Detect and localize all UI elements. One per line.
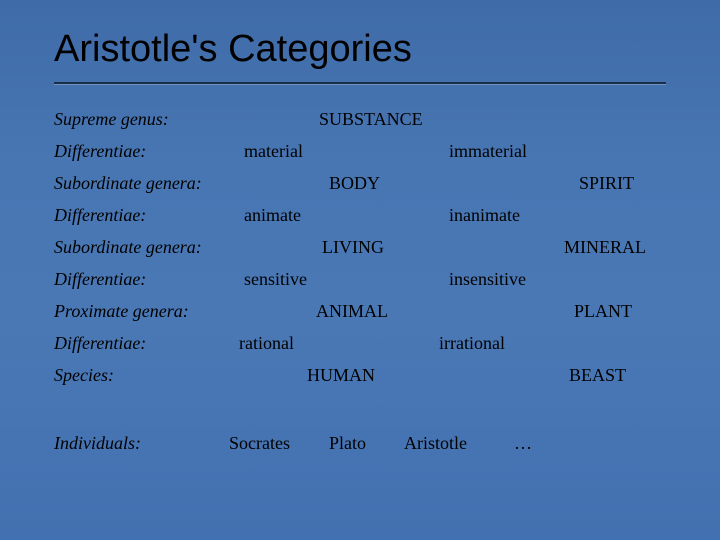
node-material: material <box>244 142 303 160</box>
node-plant: PLANT <box>574 302 632 320</box>
node-living: LIVING <box>322 238 384 256</box>
individual-socrates: Socrates <box>229 434 290 452</box>
row-diff-1: Differentiae: material immaterial <box>54 142 674 174</box>
node-rational: rational <box>239 334 294 352</box>
label-genera-1: Subordinate genera: <box>54 174 202 192</box>
row-diff-2: Differentiae: animate inanimate <box>54 206 674 238</box>
label-diff-3: Differentiae: <box>54 270 146 288</box>
node-animal: ANIMAL <box>316 302 388 320</box>
node-sensitive: sensitive <box>244 270 307 288</box>
title-underline <box>54 82 666 84</box>
individual-plato: Plato <box>329 434 366 452</box>
row-genera-2: Subordinate genera: LIVING MINERAL <box>54 238 674 270</box>
row-individuals: Individuals: Socrates Plato Aristotle … <box>54 434 674 466</box>
node-immaterial: immaterial <box>449 142 527 160</box>
row-proximate: Proximate genera: ANIMAL PLANT <box>54 302 674 334</box>
label-diff-1: Differentiae: <box>54 142 146 160</box>
label-diff-2: Differentiae: <box>54 206 146 224</box>
individual-ellipsis: … <box>514 434 532 452</box>
node-animate: animate <box>244 206 301 224</box>
label-proximate: Proximate genera: <box>54 302 189 320</box>
label-species: Species: <box>54 366 114 384</box>
row-supreme-genus: Supreme genus: SUBSTANCE <box>54 110 674 142</box>
page-title: Aristotle's Categories <box>54 28 412 71</box>
individual-aristotle: Aristotle <box>404 434 467 452</box>
row-genera-1: Subordinate genera: BODY SPIRIT <box>54 174 674 206</box>
node-spirit: SPIRIT <box>579 174 634 192</box>
row-species: Species: HUMAN BEAST <box>54 366 674 398</box>
node-body: BODY <box>329 174 380 192</box>
label-supreme-genus: Supreme genus: <box>54 110 169 128</box>
label-genera-2: Subordinate genera: <box>54 238 202 256</box>
node-mineral: MINERAL <box>564 238 646 256</box>
label-individuals: Individuals: <box>54 434 141 452</box>
node-human: HUMAN <box>307 366 375 384</box>
row-diff-4: Differentiae: rational irrational <box>54 334 674 366</box>
node-substance: SUBSTANCE <box>319 110 423 128</box>
node-beast: BEAST <box>569 366 626 384</box>
row-diff-3: Differentiae: sensitive insensitive <box>54 270 674 302</box>
node-inanimate: inanimate <box>449 206 520 224</box>
label-diff-4: Differentiae: <box>54 334 146 352</box>
node-insensitive: insensitive <box>449 270 526 288</box>
node-irrational: irrational <box>439 334 505 352</box>
tree-content: Supreme genus: SUBSTANCE Differentiae: m… <box>54 110 674 466</box>
